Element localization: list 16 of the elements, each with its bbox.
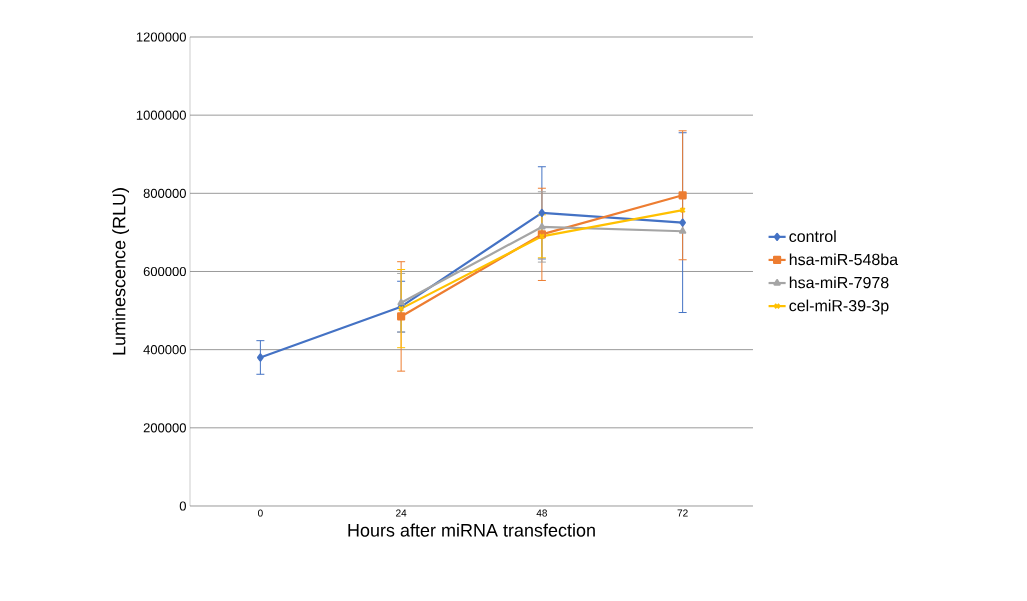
y-axis-title: Luminescence (RLU) [112, 188, 130, 355]
y-tick-label: 800000 [143, 188, 186, 198]
y-tick-label: 600000 [143, 266, 186, 277]
x-tick-label: 24 [396, 509, 407, 517]
x-tick-label: 0 [257, 509, 263, 517]
x-tick-label: 48 [536, 509, 548, 517]
y-tick-label: 1200000 [136, 32, 186, 42]
legend-label: hsa-miR-7978 [789, 276, 889, 289]
x-axis-title: Hours after miRNA transfection [348, 523, 595, 537]
legend-label: hsa-miR-548ba [789, 253, 899, 266]
x-tick-label: 72 [677, 509, 688, 517]
y-tick-label: 200000 [143, 423, 186, 433]
legend-label: cel-miR-39-3p [789, 299, 889, 315]
y-tick-label: 1000000 [136, 110, 186, 120]
legend-label: control [789, 230, 836, 243]
y-tick-label: 400000 [143, 345, 186, 355]
